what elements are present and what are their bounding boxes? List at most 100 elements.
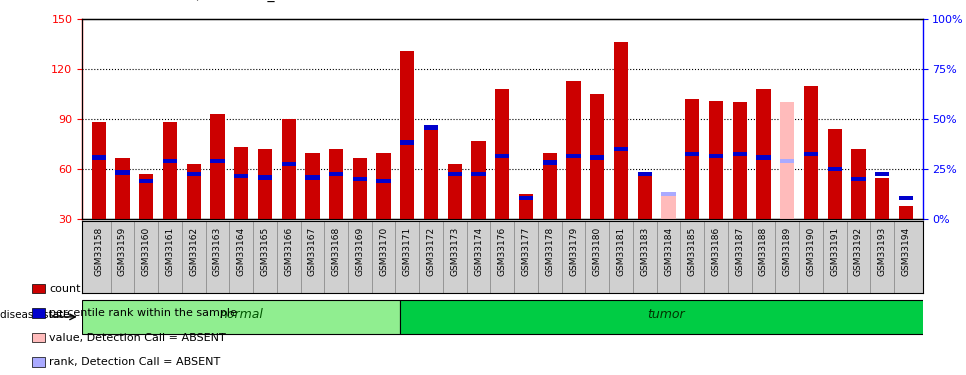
Text: GSM33184: GSM33184 <box>664 227 673 276</box>
Text: GSM33185: GSM33185 <box>688 227 696 276</box>
Bar <box>211 159 224 163</box>
Text: GSM33172: GSM33172 <box>427 227 436 276</box>
Text: GSM33169: GSM33169 <box>355 227 364 276</box>
Bar <box>875 172 890 176</box>
Bar <box>305 153 320 219</box>
Bar <box>139 179 154 183</box>
Bar <box>258 176 272 180</box>
Bar <box>400 140 414 144</box>
Bar <box>424 125 439 129</box>
Bar <box>400 51 414 219</box>
Text: GSM33194: GSM33194 <box>901 227 910 276</box>
Bar <box>898 195 913 200</box>
Bar <box>756 155 771 160</box>
Text: GSM33165: GSM33165 <box>261 227 270 276</box>
Bar <box>496 154 509 158</box>
Bar <box>82 300 400 334</box>
Bar <box>305 176 320 180</box>
Bar <box>353 158 367 219</box>
Text: GSM33187: GSM33187 <box>735 227 744 276</box>
Bar <box>115 171 129 175</box>
Text: GSM33179: GSM33179 <box>569 227 578 276</box>
Bar <box>234 147 248 219</box>
Bar <box>32 284 44 293</box>
Bar <box>32 333 44 342</box>
Bar <box>92 122 106 219</box>
Bar <box>590 155 605 160</box>
Bar <box>377 153 390 219</box>
Bar <box>685 152 699 156</box>
Text: count: count <box>49 284 81 294</box>
Text: GDS1363 / 1390585_at: GDS1363 / 1390585_at <box>127 0 289 2</box>
Bar <box>353 177 367 182</box>
Bar <box>186 172 201 176</box>
Bar <box>519 194 533 219</box>
Text: GSM33168: GSM33168 <box>331 227 341 276</box>
Bar <box>732 102 747 219</box>
Bar <box>662 193 675 219</box>
Text: GSM33171: GSM33171 <box>403 227 412 276</box>
Text: GSM33173: GSM33173 <box>450 227 460 276</box>
Bar <box>471 172 486 176</box>
Text: GSM33170: GSM33170 <box>379 227 388 276</box>
Bar <box>543 160 557 165</box>
Text: rank, Detection Call = ABSENT: rank, Detection Call = ABSENT <box>49 357 220 367</box>
Bar <box>709 154 724 158</box>
Bar <box>828 129 841 219</box>
Text: GSM33160: GSM33160 <box>142 227 151 276</box>
Text: GSM33193: GSM33193 <box>878 227 887 276</box>
Text: percentile rank within the sample: percentile rank within the sample <box>49 308 237 318</box>
Text: GSM33177: GSM33177 <box>522 227 530 276</box>
Text: GSM33176: GSM33176 <box>497 227 507 276</box>
Bar <box>32 308 44 318</box>
Bar <box>732 152 747 156</box>
Text: GSM33178: GSM33178 <box>545 227 554 276</box>
Text: GSM33162: GSM33162 <box>189 227 198 276</box>
Bar <box>566 154 581 158</box>
Bar <box>590 94 605 219</box>
Bar <box>139 174 154 219</box>
Bar <box>400 300 932 334</box>
Bar <box>471 141 486 219</box>
Bar <box>281 162 296 166</box>
Text: GSM33186: GSM33186 <box>712 227 721 276</box>
Bar <box>32 357 44 367</box>
Bar <box>329 172 343 176</box>
Bar <box>685 99 699 219</box>
Bar <box>234 174 248 178</box>
Bar <box>163 122 177 219</box>
Bar <box>377 179 390 183</box>
Bar <box>424 128 439 219</box>
Bar <box>851 177 866 182</box>
Text: GSM33161: GSM33161 <box>165 227 175 276</box>
Text: GSM33180: GSM33180 <box>593 227 602 276</box>
Bar <box>519 195 533 200</box>
Bar <box>781 159 794 163</box>
Text: value, Detection Call = ABSENT: value, Detection Call = ABSENT <box>49 333 226 342</box>
Bar <box>898 206 913 219</box>
Text: GSM33190: GSM33190 <box>807 227 815 276</box>
Text: GSM33192: GSM33192 <box>854 227 863 276</box>
Text: GSM33158: GSM33158 <box>95 227 103 276</box>
Bar <box>115 158 129 219</box>
Bar <box>756 89 771 219</box>
Bar <box>828 167 841 171</box>
Bar <box>709 100 724 219</box>
Text: tumor: tumor <box>647 309 685 321</box>
Bar <box>614 147 628 151</box>
Bar <box>211 114 224 219</box>
Text: GSM33159: GSM33159 <box>118 227 127 276</box>
Bar <box>662 192 675 196</box>
Bar <box>186 164 201 219</box>
Bar <box>163 159 177 163</box>
Bar <box>566 81 581 219</box>
Text: normal: normal <box>219 309 263 321</box>
Bar <box>447 164 462 219</box>
Bar <box>875 178 890 219</box>
Bar <box>496 89 509 219</box>
Bar <box>92 155 106 160</box>
Bar <box>638 174 652 219</box>
Bar <box>543 153 557 219</box>
Text: GSM33189: GSM33189 <box>782 227 792 276</box>
Text: GSM33163: GSM33163 <box>213 227 222 276</box>
